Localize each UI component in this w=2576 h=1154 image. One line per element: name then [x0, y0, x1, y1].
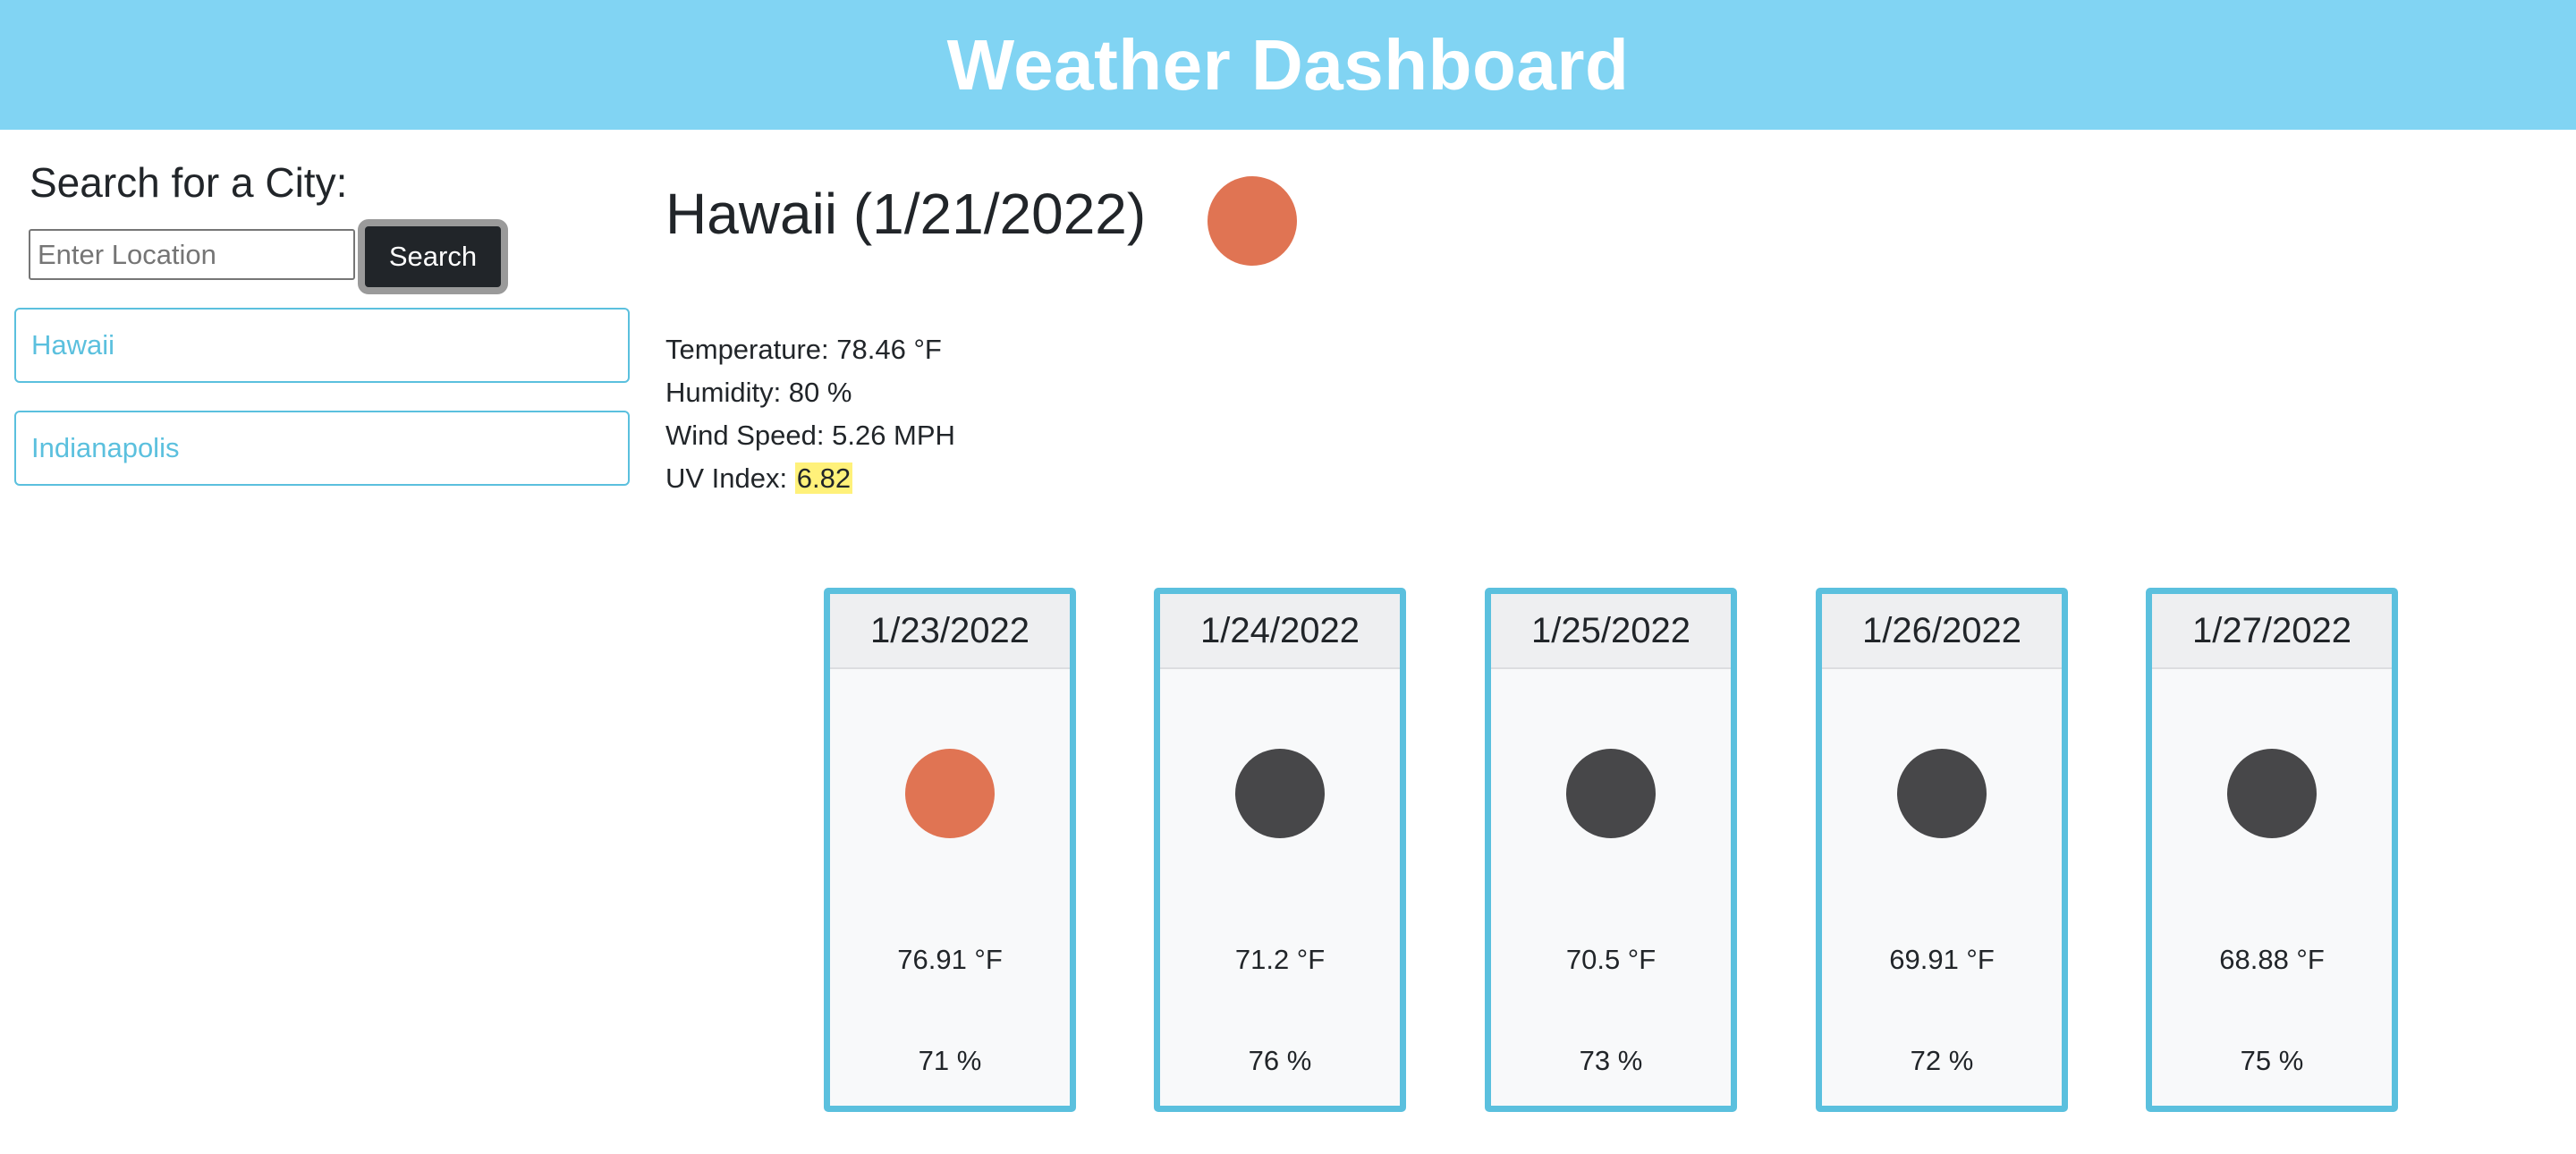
forecast-humidity: 73 % — [1579, 1045, 1643, 1076]
temperature-stat: Temperature: 78.46 °F — [665, 334, 942, 365]
forecast-date: 1/24/2022 — [1160, 594, 1400, 669]
moon-icon — [1566, 749, 1656, 838]
forecast-humidity: 72 % — [1910, 1045, 1974, 1076]
forecast-card: 1/23/2022 76.91 °F 71 % — [824, 588, 1076, 1112]
history-item-hawaii[interactable]: Hawaii — [14, 308, 630, 383]
search-input[interactable] — [29, 229, 355, 280]
humidity-stat: Humidity: 80 % — [665, 377, 852, 408]
forecast-date: 1/23/2022 — [830, 594, 1070, 669]
current-stats: Temperature: 78.46 °F Humidity: 80 % Win… — [665, 328, 955, 500]
history-item-indianapolis[interactable]: Indianapolis — [14, 411, 630, 486]
forecast-temperature: 69.91 °F — [1889, 944, 1995, 975]
forecast-temperature: 76.91 °F — [897, 944, 1003, 975]
forecast-date: 1/26/2022 — [1822, 594, 2062, 669]
sun-icon — [905, 749, 995, 838]
moon-icon — [1235, 749, 1325, 838]
forecast-date: 1/25/2022 — [1491, 594, 1731, 669]
search-button[interactable]: Search — [358, 219, 508, 294]
moon-icon — [1897, 749, 1987, 838]
forecast-card: 1/26/2022 69.91 °F 72 % — [1816, 588, 2068, 1112]
uv-index-label: UV Index: — [665, 462, 795, 494]
forecast-card: 1/27/2022 68.88 °F 75 % — [2146, 588, 2398, 1112]
app-header: Weather Dashboard — [0, 0, 2576, 130]
moon-icon — [2227, 749, 2317, 838]
forecast-humidity: 76 % — [1248, 1045, 1312, 1076]
search-heading: Search for a City: — [30, 159, 348, 206]
forecast-humidity: 75 % — [2240, 1045, 2304, 1076]
uv-index-badge: 6.82 — [794, 462, 853, 494]
current-city-title: Hawaii (1/21/2022) — [665, 182, 1147, 246]
forecast-temperature: 71.2 °F — [1234, 944, 1326, 975]
forecast-date: 1/27/2022 — [2152, 594, 2392, 669]
forecast-card: 1/25/2022 70.5 °F 73 % — [1485, 588, 1737, 1112]
forecast-humidity: 71 % — [918, 1045, 982, 1076]
forecast-temperature: 70.5 °F — [1565, 944, 1657, 975]
forecast-card: 1/24/2022 71.2 °F 76 % — [1154, 588, 1406, 1112]
wind-speed-stat: Wind Speed: 5.26 MPH — [665, 420, 955, 451]
sun-icon — [1208, 176, 1297, 266]
page-title: Weather Dashboard — [946, 24, 1630, 105]
forecast-temperature: 68.88 °F — [2219, 944, 2325, 975]
uv-index-stat: UV Index: 6.82 — [665, 457, 955, 500]
